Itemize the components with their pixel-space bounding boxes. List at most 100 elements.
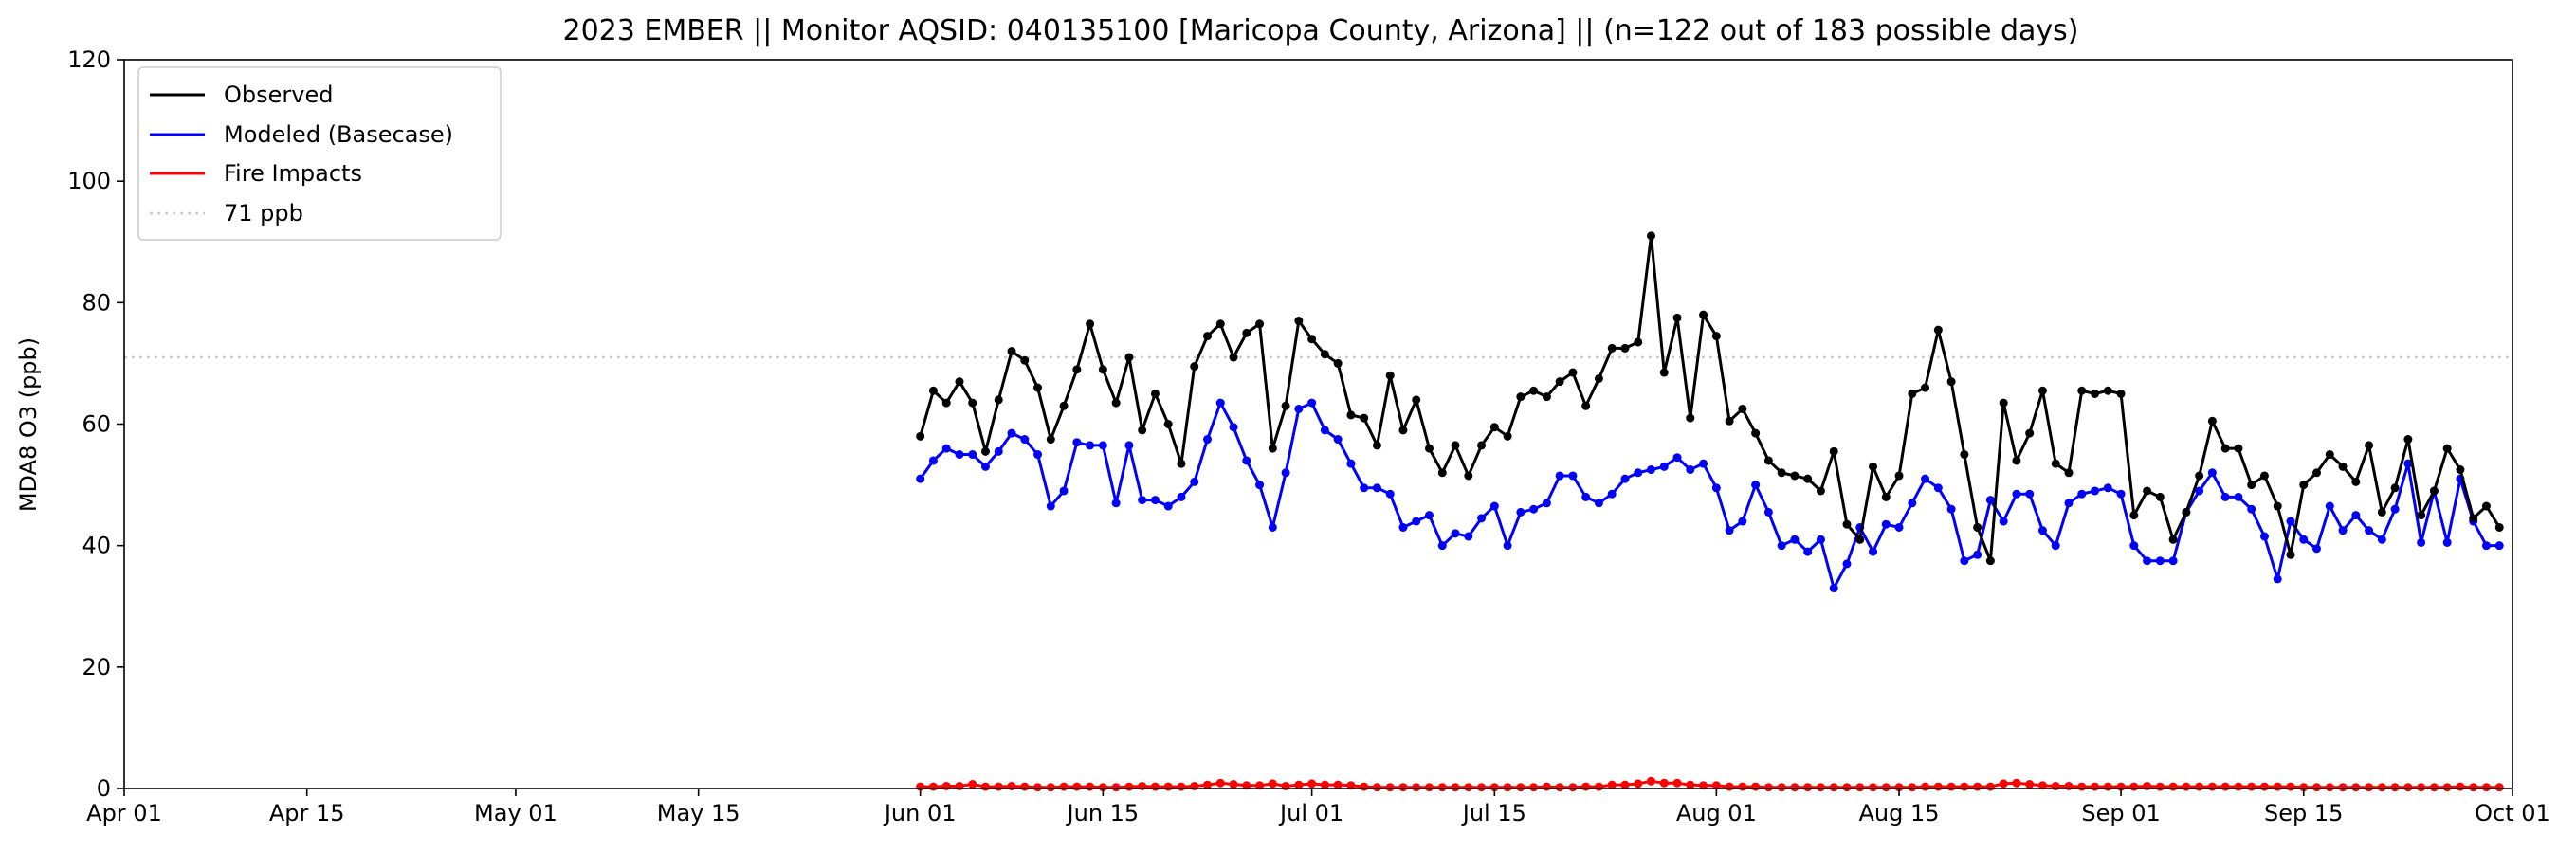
data-point-observed xyxy=(1738,404,1747,413)
data-point-observed xyxy=(2429,486,2439,496)
data-point-fire-impacts xyxy=(2207,782,2217,791)
data-point-fire-impacts xyxy=(2286,782,2295,791)
data-point-modeled-basecase xyxy=(1177,492,1186,501)
data-point-observed xyxy=(2299,481,2309,490)
data-point-fire-impacts xyxy=(1829,783,1838,792)
data-point-fire-impacts xyxy=(1333,780,1343,789)
data-point-modeled-basecase xyxy=(1816,535,1825,544)
data-point-modeled-basecase xyxy=(1894,522,1904,532)
data-point-observed xyxy=(2442,444,2452,453)
data-point-modeled-basecase xyxy=(1960,556,1969,566)
x-tick-label: Sep 01 xyxy=(2081,800,2160,826)
data-point-observed xyxy=(1686,413,1695,423)
data-point-fire-impacts xyxy=(2025,780,2035,789)
data-point-observed xyxy=(1568,368,1578,377)
data-point-observed xyxy=(1542,392,1551,402)
data-point-observed xyxy=(1829,446,1838,456)
data-point-observed xyxy=(1086,319,1095,329)
data-point-modeled-basecase xyxy=(994,446,1003,456)
data-point-observed xyxy=(1529,386,1539,395)
data-point-observed xyxy=(1203,332,1212,341)
data-point-modeled-basecase xyxy=(1777,541,1786,551)
data-point-fire-impacts xyxy=(1790,783,1800,792)
data-point-modeled-basecase xyxy=(1725,526,1734,535)
data-point-modeled-basecase xyxy=(1086,441,1095,450)
data-point-modeled-basecase xyxy=(2377,535,2386,544)
data-point-observed xyxy=(1816,486,1825,496)
data-point-modeled-basecase xyxy=(1542,499,1551,508)
data-point-modeled-basecase xyxy=(1190,477,1199,486)
data-point-observed xyxy=(1960,450,1969,460)
data-point-modeled-basecase xyxy=(2103,483,2112,493)
data-point-fire-impacts xyxy=(1777,783,1786,792)
data-point-observed xyxy=(994,395,1003,405)
data-point-observed xyxy=(1594,373,1603,383)
data-point-fire-impacts xyxy=(2103,782,2112,791)
data-point-modeled-basecase xyxy=(1503,541,1512,551)
data-point-fire-impacts xyxy=(1489,783,1499,792)
data-point-observed xyxy=(2234,444,2243,453)
data-point-observed xyxy=(1124,353,1134,362)
data-point-modeled-basecase xyxy=(1294,404,1304,413)
data-point-observed xyxy=(2129,511,2139,520)
data-point-modeled-basecase xyxy=(1881,519,1891,529)
data-point-observed xyxy=(1320,350,1329,359)
data-point-modeled-basecase xyxy=(2051,541,2060,551)
data-point-modeled-basecase xyxy=(2403,459,2413,468)
data-point-modeled-basecase xyxy=(1594,499,1603,508)
y-axis-label: MDA8 O3 (ppb) xyxy=(15,337,42,512)
data-point-observed xyxy=(1699,310,1708,319)
data-point-fire-impacts xyxy=(1437,783,1447,792)
data-point-modeled-basecase xyxy=(2338,526,2348,535)
data-point-modeled-basecase xyxy=(1451,529,1460,538)
data-point-modeled-basecase xyxy=(1398,522,1408,532)
data-point-observed xyxy=(1803,474,1813,483)
data-point-fire-impacts xyxy=(2168,782,2178,791)
data-point-fire-impacts xyxy=(1163,782,1173,791)
data-point-modeled-basecase xyxy=(1255,481,1265,490)
data-point-modeled-basecase xyxy=(2195,486,2204,496)
data-point-fire-impacts xyxy=(1398,783,1408,792)
data-point-modeled-basecase xyxy=(2037,526,2047,535)
data-point-observed xyxy=(1033,383,1043,392)
data-point-modeled-basecase xyxy=(2234,492,2243,501)
data-point-observed xyxy=(1751,428,1761,438)
data-point-observed xyxy=(980,446,990,456)
data-point-fire-impacts xyxy=(1150,782,1160,791)
x-tick-label: May 15 xyxy=(657,800,740,826)
data-point-fire-impacts xyxy=(2091,782,2100,791)
data-point-fire-impacts xyxy=(1908,783,1917,792)
data-point-fire-impacts xyxy=(1894,783,1904,792)
data-point-observed xyxy=(1437,468,1447,478)
data-point-fire-impacts xyxy=(1477,783,1487,792)
data-point-observed xyxy=(1999,398,2008,408)
data-point-observed xyxy=(1360,413,1369,423)
data-point-fire-impacts xyxy=(1672,778,1682,788)
data-point-fire-impacts xyxy=(1111,783,1121,792)
data-point-modeled-basecase xyxy=(2351,511,2361,520)
data-point-modeled-basecase xyxy=(1059,486,1069,496)
data-point-observed xyxy=(2351,477,2361,486)
data-point-modeled-basecase xyxy=(2481,541,2491,551)
data-point-fire-impacts xyxy=(2469,783,2478,792)
data-point-modeled-basecase xyxy=(1281,468,1290,478)
data-point-fire-impacts xyxy=(1385,783,1395,792)
data-point-fire-impacts xyxy=(1294,780,1304,789)
data-point-modeled-basecase xyxy=(1437,541,1447,551)
data-point-fire-impacts xyxy=(2377,783,2386,792)
data-point-modeled-basecase xyxy=(1007,428,1016,438)
data-point-fire-impacts xyxy=(1503,783,1512,792)
data-point-fire-impacts xyxy=(1372,783,1381,792)
data-point-fire-impacts xyxy=(1594,782,1603,791)
data-point-modeled-basecase xyxy=(2299,535,2309,544)
data-point-fire-impacts xyxy=(2234,782,2243,791)
data-point-observed xyxy=(1229,353,1238,362)
data-point-observed xyxy=(1489,423,1499,432)
data-point-observed xyxy=(1725,416,1734,426)
data-point-fire-impacts xyxy=(1268,779,1277,789)
data-point-observed xyxy=(2220,444,2230,453)
data-point-fire-impacts xyxy=(2442,783,2452,792)
data-point-fire-impacts xyxy=(1933,782,1943,791)
data-point-fire-impacts xyxy=(2247,782,2256,791)
data-point-modeled-basecase xyxy=(2417,537,2426,547)
